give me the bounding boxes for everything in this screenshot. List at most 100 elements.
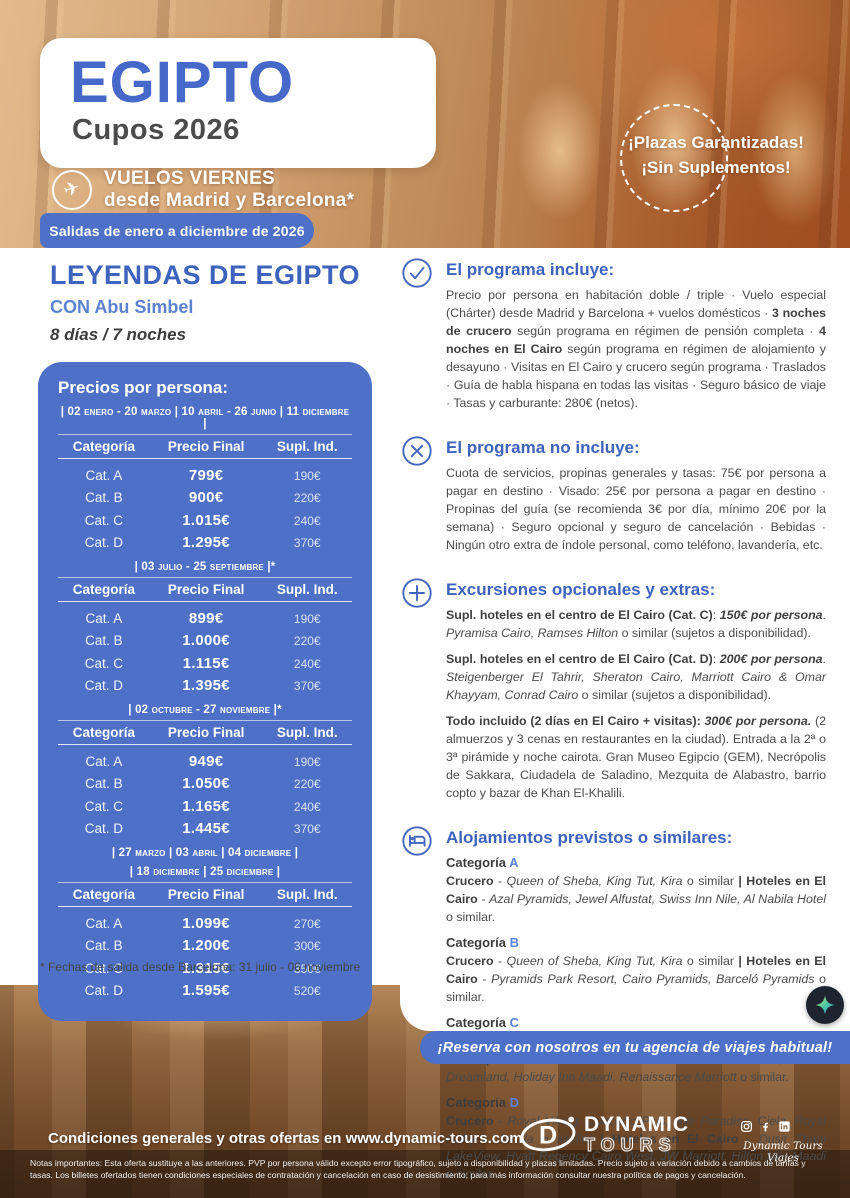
price-row: Cat. C 1.115€ 240€: [58, 653, 352, 675]
category-label-text: Categoría: [446, 934, 510, 950]
flights-line-1: VUELOS VIERNES: [104, 168, 276, 189]
price-period: | 18 diciembre | 25 diciembre |: [129, 866, 281, 878]
final-price-cell: 1.050€: [182, 775, 230, 793]
price-row: Cat. C 1.315€ 350€: [58, 958, 352, 980]
assistant-star-icon[interactable]: [806, 986, 844, 1024]
section-heading: El programa incluye:: [446, 260, 615, 279]
price-table: Categoría Precio Final Supl. Ind. Cat. A 799…: [58, 434, 352, 554]
guarantee-badge: ¡Plazas Garantizadas! ¡Sin Suplementos!: [622, 131, 810, 180]
program-duration: 8 días / 7 noches: [50, 325, 187, 344]
plus-circle-icon: [400, 576, 434, 610]
check-circle-icon: [400, 256, 434, 290]
final-price-cell: 1.315€: [182, 959, 230, 977]
prices-title: Precios por persona:: [58, 378, 229, 397]
x-circle-icon: [400, 434, 434, 468]
text-segment: Supl. hoteles en el centro de El Cairo (…: [446, 607, 713, 622]
category-cell: Cat. D: [84, 534, 123, 550]
section-paragraph: Supl. hoteles en el centro de El Cairo (…: [446, 651, 826, 705]
text-segment: -: [493, 953, 507, 968]
price-table-group: | 27 marzo | 03 abril | 04 diciembre | | …: [58, 847, 352, 1002]
price-row: Cat. C 1.165€ 240€: [58, 796, 352, 818]
price-table: Categoría Precio Final Supl. Ind. Cat. A 1.0…: [58, 882, 352, 1002]
text-segment: .: [822, 607, 826, 622]
text-segment: :: [712, 607, 720, 622]
text-segment: Dusit Thani LakeView, Hyatt Regency Cair…: [446, 1131, 826, 1164]
price-row: Cat. D 1.395€ 370€: [58, 675, 352, 697]
section-paragraph: Cuota de servicios, propinas generales y…: [446, 465, 826, 555]
final-price-cell: 1.115€: [182, 654, 230, 672]
text-segment: -: [477, 891, 490, 906]
single-supplement-cell: 370€: [293, 678, 321, 693]
price-table: Categoría Precio Final Supl. Ind. Cat. A 949…: [58, 720, 352, 840]
text-segment: 4 noches en El Cairo: [446, 323, 826, 356]
departures-banner: Salidas de enero a diciembre de 2026: [40, 213, 314, 248]
legal-notes: Notas importantes: Esta oferta sustituye…: [30, 1158, 806, 1181]
final-price-cell: 1.595€: [182, 981, 230, 999]
dynamic-tours-logo: D DYNAMIC TOURS: [520, 1112, 689, 1156]
category-cell: Cat. A: [85, 468, 123, 484]
price-period: | 27 marzo | 03 abril | 04 diciembre |: [111, 847, 299, 859]
flights-line-2: desde Madrid y Barcelona*: [104, 189, 355, 211]
single-supplement-cell: 240€: [293, 656, 321, 671]
text-segment: :: [712, 651, 720, 666]
price-column-header: Categoría: [58, 882, 150, 907]
logo-d-icon: D: [520, 1116, 576, 1152]
text-segment: Azal Pyramids, Jewel Alfustat, Swiss Inn…: [489, 891, 826, 906]
section-heading: Excursiones opcionales y extras:: [446, 579, 716, 599]
category-cell: Cat. A: [85, 611, 123, 627]
text-segment: o similar.: [446, 909, 495, 924]
category-cell: Cat. D: [84, 677, 123, 693]
section-body: Excursiones opcionales y extras: Supl. ho…: [446, 576, 826, 811]
text-segment: o similar: [533, 1131, 601, 1146]
single-supplement-cell: 220€: [293, 634, 321, 649]
price-header-row: Categoría Precio Final Supl. Ind.: [58, 720, 352, 745]
price-header-row: Categoría Precio Final Supl. Ind.: [58, 882, 352, 907]
text-segment: o similar.: [446, 1167, 495, 1182]
price-row: Cat. B 900€ 220€: [58, 487, 352, 509]
price-period: | 03 julio - 25 septiembre |*: [134, 561, 276, 573]
single-supplement-cell: 300€: [293, 939, 321, 954]
final-price-cell: 949€: [188, 753, 224, 770]
text-segment: -: [738, 1131, 759, 1146]
price-period: | 02 enero - 20 marzo | 10 abril - 26 ju…: [60, 406, 350, 430]
price-row: Cat. A 1.099€ 270€: [58, 907, 352, 936]
category-letter: C: [509, 1014, 519, 1030]
price-column-header: Categoría: [58, 720, 150, 745]
category-cell: Cat. A: [85, 916, 123, 932]
legal-overlay-strip: [0, 1150, 850, 1198]
social-icons: [740, 1120, 791, 1133]
final-price-cell: 1.445€: [182, 819, 230, 837]
final-price-cell: 1.200€: [182, 937, 230, 955]
section-paragraph: Crucero - Queen of Sheba, King Tut, Kira…: [446, 873, 826, 927]
text-segment: 3 noches de crucero: [446, 305, 826, 338]
category-cell: Cat. D: [84, 982, 123, 998]
instagram-icon: [740, 1120, 753, 1133]
final-price-cell: 1.295€: [182, 533, 230, 551]
price-tables: | 02 enero - 20 marzo | 10 abril - 26 ju…: [58, 406, 352, 1002]
category-label: Categoría D: [446, 1095, 826, 1110]
plane-icon: ✈: [52, 169, 92, 210]
price-column-header: Supl. Ind.: [262, 720, 352, 745]
text-segment: -: [477, 971, 492, 986]
category-label-text: Categoría: [446, 854, 510, 870]
section-paragraph: Precio por persona en habitación doble /…: [446, 287, 826, 413]
linkedin-icon: [779, 1121, 790, 1132]
price-row: Cat. B 1.000€ 220€: [58, 630, 352, 652]
price-table-group: | 03 julio - 25 septiembre |* Categoría Pr…: [58, 561, 352, 697]
category-letter: B: [509, 934, 519, 950]
price-table-group: | 02 enero - 20 marzo | 10 abril - 26 ju…: [58, 406, 352, 554]
hero-card: EGIPTO Cupos 2026: [40, 38, 436, 168]
price-header-row: Categoría Precio Final Supl. Ind.: [58, 434, 352, 459]
barcelona-footnote: * Fechas de salida desde Barcelona: 31 j…: [40, 960, 361, 974]
text-segment: Crucero: [446, 873, 494, 888]
bed-icon: [400, 824, 434, 858]
category-cell: Cat. B: [85, 938, 123, 954]
text-segment: | Hoteles en El Cairo: [446, 873, 826, 906]
flights-text: VUELOS VIERNES desde Madrid y Barcelona*: [104, 168, 354, 212]
price-row: Cat. A 799€ 190€: [58, 459, 352, 488]
text-segment: 300€ por persona.: [704, 713, 812, 728]
logo-sub: TOURS: [584, 1135, 677, 1155]
price-period: | 02 octubre - 27 noviembre |*: [128, 704, 282, 716]
info-section: El programa incluye: Precio por persona e…: [400, 256, 826, 421]
